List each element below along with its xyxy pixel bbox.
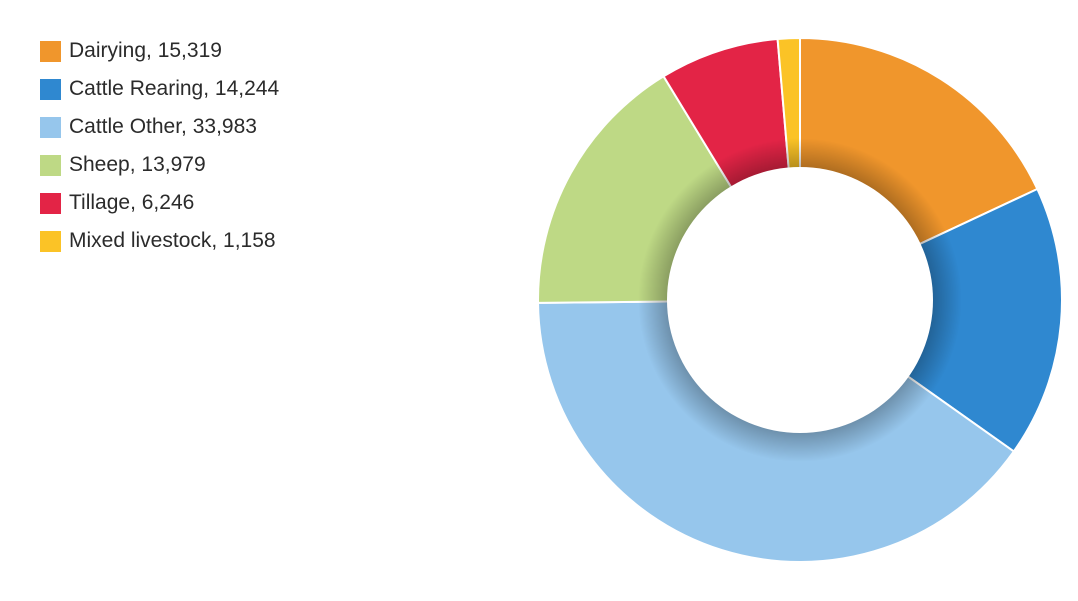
legend-label-dairying: Dairying, 15,319 xyxy=(69,39,222,62)
legend-item-cattle-rearing[interactable]: Cattle Rearing, 14,244 xyxy=(40,70,279,108)
legend-swatch-cattle-other xyxy=(40,116,61,138)
legend-item-cattle-other[interactable]: Cattle Other, 33,983 xyxy=(40,108,279,146)
legend-label-mixed-livestock: Mixed livestock, 1,158 xyxy=(69,229,276,252)
legend-label-cattle-rearing: Cattle Rearing, 14,244 xyxy=(69,77,280,100)
legend-label-cattle-other: Cattle Other, 33,983 xyxy=(69,115,257,138)
donut-hole xyxy=(667,167,933,433)
chart-legend: Dairying, 15,319 Cattle Rearing, 14,244 … xyxy=(40,32,279,260)
legend-swatch-sheep xyxy=(40,154,61,176)
legend-swatch-dairying xyxy=(40,40,61,62)
legend-item-mixed-livestock[interactable]: Mixed livestock, 1,158 xyxy=(40,222,279,260)
legend-item-tillage[interactable]: Tillage, 6,246 xyxy=(40,184,279,222)
legend-swatch-mixed-livestock xyxy=(40,230,61,252)
legend-swatch-tillage xyxy=(40,192,61,214)
legend-swatch-cattle-rearing xyxy=(40,78,61,100)
legend-item-dairying[interactable]: Dairying, 15,319 xyxy=(40,32,279,70)
legend-item-sheep[interactable]: Sheep, 13,979 xyxy=(40,146,279,184)
legend-label-sheep: Sheep, 13,979 xyxy=(69,153,206,176)
legend-label-tillage: Tillage, 6,246 xyxy=(69,191,195,214)
